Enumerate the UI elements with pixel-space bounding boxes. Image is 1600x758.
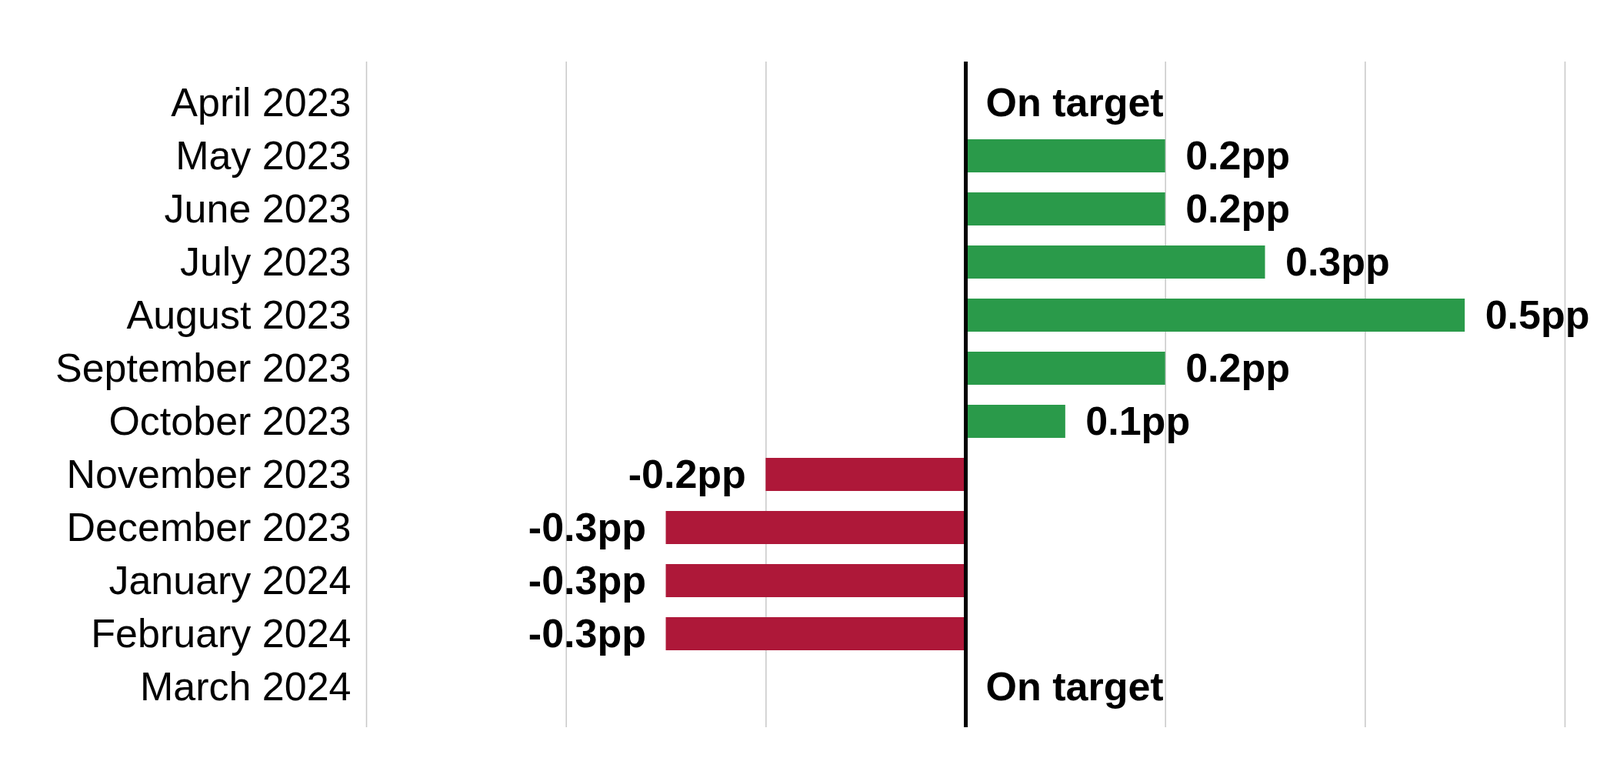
svg-text:0.2pp: 0.2pp — [1185, 345, 1290, 390]
svg-text:September 2023: September 2023 — [55, 345, 352, 390]
svg-text:-0.3pp: -0.3pp — [528, 504, 647, 550]
svg-text:On target: On target — [986, 663, 1164, 709]
svg-text:0.1pp: 0.1pp — [1085, 398, 1190, 444]
svg-text:-0.2pp: -0.2pp — [628, 451, 747, 497]
svg-text:0.3pp: 0.3pp — [1285, 239, 1390, 284]
svg-text:December 2023: December 2023 — [66, 504, 352, 550]
svg-text:February 2024: February 2024 — [90, 610, 351, 656]
svg-text:April 2023: April 2023 — [170, 80, 351, 125]
svg-text:0.5pp: 0.5pp — [1485, 292, 1590, 337]
svg-text:March 2024: March 2024 — [140, 663, 352, 709]
svg-text:August 2023: August 2023 — [126, 292, 351, 337]
svg-text:On target: On target — [986, 80, 1164, 125]
svg-text:-0.3pp: -0.3pp — [528, 610, 647, 656]
svg-text:October 2023: October 2023 — [108, 398, 351, 444]
svg-text:June 2023: June 2023 — [164, 186, 352, 231]
svg-text:May 2023: May 2023 — [175, 133, 351, 178]
svg-text:0.2pp: 0.2pp — [1185, 186, 1290, 231]
svg-text:January 2024: January 2024 — [108, 557, 351, 603]
svg-text:0.2pp: 0.2pp — [1185, 133, 1290, 178]
svg-text:July 2023: July 2023 — [180, 239, 352, 284]
svg-text:-0.3pp: -0.3pp — [528, 557, 647, 603]
svg-text:November 2023: November 2023 — [66, 451, 352, 497]
